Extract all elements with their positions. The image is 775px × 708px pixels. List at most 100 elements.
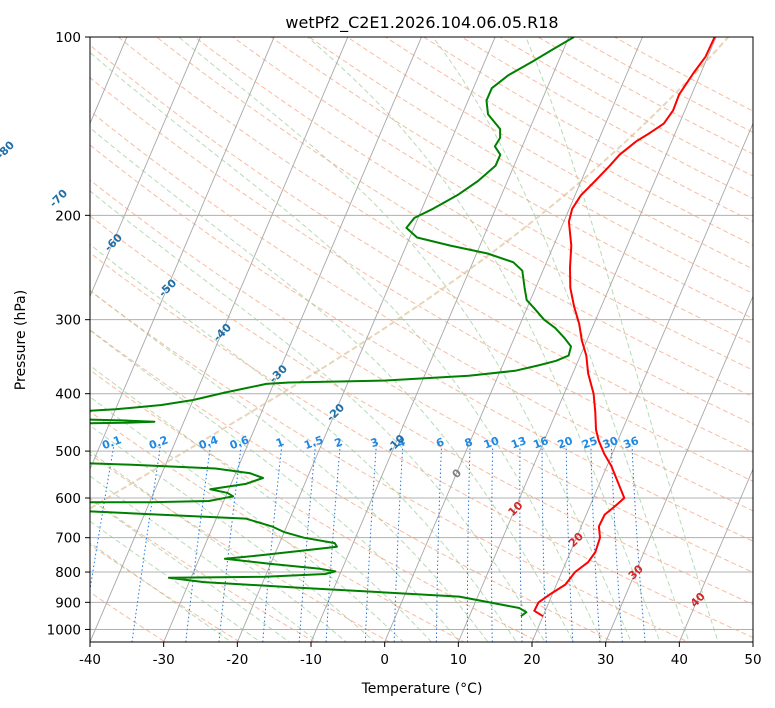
dry-adiabat: [537, 37, 753, 155]
isotherm-line: [236, 37, 496, 642]
mixing-ratio-label: 0.6: [228, 433, 251, 452]
isotherm-label: -20: [324, 401, 347, 424]
dewpoint-profile-line: [90, 37, 575, 618]
y-tick-label: 700: [55, 531, 81, 547]
mixing-ratio-line: [262, 445, 283, 642]
mixing-ratio-line: [218, 445, 242, 642]
mixing-ratio-label: 0.4: [197, 433, 220, 452]
mixing-ratio-label: 20: [556, 434, 575, 452]
x-tick-label: 40: [671, 652, 688, 668]
y-tick-label: 900: [55, 595, 81, 611]
mixing-ratio-line: [610, 445, 623, 642]
isotherm-line: [384, 37, 643, 642]
mixing-ratio-label: 3: [369, 435, 381, 450]
x-tick-label: -10: [300, 652, 322, 668]
isotherm-line: [457, 37, 717, 642]
mixing-ratio-label: 1.5: [302, 433, 325, 452]
mixing-ratio-label: 8: [463, 435, 475, 450]
mixing-ratio-line: [185, 445, 211, 642]
dry-adiabat: [117, 37, 753, 425]
mixing-ratio-line: [541, 445, 547, 642]
y-axis-label: Pressure (hPa): [13, 290, 29, 390]
y-axis-ticks: 100 200 300 400 500 600 700 800 900 1000: [47, 30, 90, 638]
x-tick-label: 50: [744, 652, 761, 668]
dry-adiabat: [90, 453, 391, 642]
y-tick-label: 100: [55, 30, 81, 46]
isotherm-line: [90, 37, 201, 298]
dry-adiabat: [232, 37, 753, 345]
dry-adiabat: [90, 329, 615, 642]
mixing-ratio-label: 36: [622, 434, 641, 452]
isotherm-line: [310, 37, 570, 642]
moist-adiabat: [525, 37, 719, 642]
mixing-ratio-line: [325, 445, 341, 642]
dry-adiabat: [90, 252, 753, 639]
dry-adiabat: [193, 37, 753, 371]
moist-adiabat: [90, 289, 489, 642]
dry-adiabat: [90, 369, 540, 642]
chart-title: wetPf2_C2E1.2026.104.06.05.R18: [285, 13, 558, 33]
moist-adiabat: [307, 37, 661, 642]
mixing-ratio-line: [131, 445, 161, 642]
moist-adiabat: [90, 542, 233, 642]
mixing-ratio-line: [565, 445, 574, 642]
dry-adiabat: [90, 144, 753, 542]
y-tick-label: 1000: [47, 622, 81, 638]
mixing-ratio-line: [393, 445, 404, 642]
mixing-ratio-label: 4: [395, 435, 407, 450]
moist-adiabat: [90, 520, 262, 642]
temperature-profile-line: [533, 37, 716, 618]
isotherm-label: -70: [47, 187, 70, 210]
mixing-ratio-line: [364, 445, 377, 642]
x-tick-label: -30: [153, 652, 175, 668]
isotherm-line: [163, 37, 422, 642]
mixing-ratio-line: [90, 445, 115, 593]
skewed-isotherms: [90, 37, 753, 642]
dry-adiabat: [422, 37, 753, 223]
plot-frame: [89, 36, 754, 643]
moist-adiabat: [90, 424, 376, 642]
dry-adiabat: [90, 215, 753, 606]
mixing-ratio-label: 13: [509, 434, 528, 451]
isotherm-line: [531, 122, 753, 642]
isotherm-line: [678, 467, 753, 642]
y-tick-label: 600: [55, 491, 81, 507]
y-tick-label: 500: [55, 444, 81, 460]
moist-adiabat: [90, 451, 348, 642]
isotherm-label: 40: [688, 590, 708, 610]
mixing-ratio-line: [491, 445, 494, 642]
x-axis-ticks: -40 -30 -20 -10 0 10 20 30 40 50: [79, 642, 762, 668]
sounding-series: [90, 37, 716, 618]
lcl-curve: [90, 37, 730, 510]
dry-adiabat: [270, 37, 753, 320]
x-tick-label: -20: [226, 652, 248, 668]
isotherm-label: -80: [0, 138, 17, 161]
isotherm-line: [752, 640, 753, 642]
dry-adiabat: [90, 110, 753, 512]
isotherm-line: [90, 37, 128, 125]
mixing-ratio-label: 10: [482, 434, 501, 452]
dry-adiabat: [90, 77, 753, 482]
dry-adiabat: [460, 37, 753, 200]
x-tick-label: -40: [79, 652, 101, 668]
y-tick-label: 400: [55, 387, 81, 403]
mixing-ratio-lines: [90, 445, 646, 642]
mixing-ratio-label: 25: [580, 434, 599, 451]
x-tick-label: 20: [523, 652, 540, 668]
y-tick-label: 800: [55, 565, 81, 581]
mixing-ratio-label: 16: [531, 434, 550, 452]
dry-adiabat: [155, 37, 753, 398]
mixing-ratio-label: 6: [434, 435, 446, 450]
dry-adiabat: [90, 543, 241, 642]
dry-adiabat: [90, 179, 753, 573]
dry-adiabat: [308, 37, 753, 295]
mixing-ratio-label: 1: [274, 435, 286, 450]
isotherm-line: [90, 37, 275, 471]
moist-adiabat: [90, 364, 433, 642]
mixing-ratio-line: [466, 445, 471, 642]
x-tick-label: 10: [450, 652, 467, 668]
mixing-ratio-line: [435, 445, 443, 642]
isotherm-label: -40: [211, 321, 234, 344]
mixing-ratio-line: [519, 445, 523, 642]
